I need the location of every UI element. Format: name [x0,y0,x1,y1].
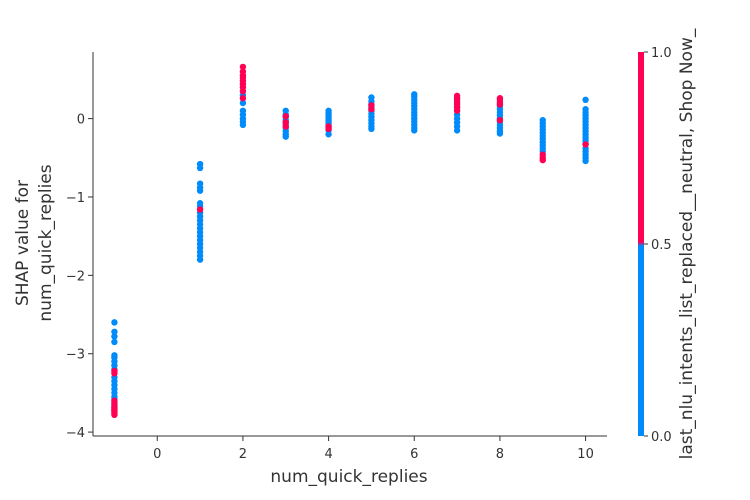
data-point [368,106,375,113]
y-tick-label: −3 [66,348,85,363]
data-point [111,333,118,340]
data-point [282,123,289,130]
data-point [325,131,332,138]
colorbar-tick-label: 0.5 [651,238,672,253]
data-point [496,130,504,137]
x-tick-label: 6 [410,447,418,462]
scatter-points [111,63,589,419]
data-point [239,95,247,102]
data-point [111,411,118,419]
y-tick-label: −1 [66,191,85,206]
data-point [196,164,204,172]
colorbar-tick-label: 0.0 [651,430,672,445]
data-point [539,156,546,164]
x-tick-label: 8 [496,447,504,462]
data-point [196,206,204,213]
x-tick-label: 4 [324,447,332,462]
data-point [239,121,247,129]
data-point [111,319,118,326]
y-tick-label: 0 [77,113,85,128]
colorbar-ticks: 0.0 0.5 1.0 [644,46,672,445]
data-point [411,127,418,134]
y-tick-label: −4 [66,426,85,441]
data-point [582,141,589,148]
x-axis-ticks: 0 2 4 6 8 10 [153,436,594,462]
data-point [582,96,589,104]
y-tick-label: −2 [66,269,85,284]
colorbar-label: last_nlu_intents_list_replaced__neutral,… [677,28,697,459]
data-point [111,338,118,346]
data-point [368,125,375,132]
y-axis-label-line2: num_quick_replies [36,164,56,321]
x-axis-label: num_quick_replies [270,467,427,487]
data-point [111,328,118,335]
data-point [325,125,332,132]
data-point [196,256,204,263]
y-axis-label-line1: SHAP value for [13,180,33,306]
x-tick-label: 10 [577,447,594,462]
data-point [496,101,504,108]
data-point [582,157,589,165]
data-point [111,370,118,377]
data-point [239,87,247,95]
colorbar [638,52,644,436]
data-point [196,187,204,194]
x-tick-label: 0 [153,447,161,462]
data-point [496,116,504,124]
data-point [453,107,461,114]
colorbar-tick-label: 1.0 [651,46,672,61]
data-point [282,133,289,140]
y-axis-ticks: 0 −1 −2 −3 −4 [66,113,93,441]
data-point [453,127,461,134]
data-point [239,99,247,107]
data-point [239,63,247,71]
data-point [282,113,289,120]
x-tick-label: 2 [239,447,247,462]
